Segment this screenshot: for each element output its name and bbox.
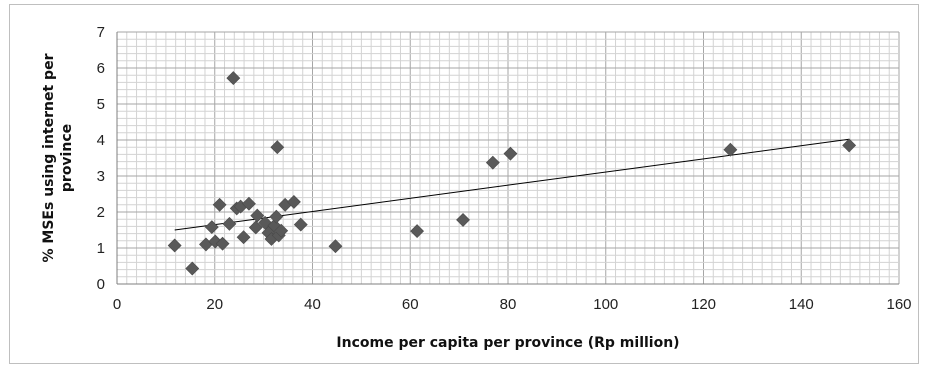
- data-point: [185, 261, 200, 276]
- y-tick-label: 3: [97, 168, 105, 185]
- x-tick-label: 140: [789, 296, 814, 313]
- y-tick-label: 0: [97, 276, 105, 293]
- data-point: [723, 142, 738, 157]
- data-point: [236, 230, 251, 245]
- y-tick-label: 7: [97, 24, 105, 41]
- data-point: [287, 194, 301, 209]
- y-tick-labels: 0 1 2 3 4 5 6 7: [97, 24, 105, 293]
- data-point: [226, 71, 241, 86]
- x-tick-label: 120: [691, 296, 716, 313]
- data-point: [270, 140, 285, 155]
- data-point: [212, 197, 227, 212]
- x-tick-label: 160: [886, 296, 911, 313]
- x-tick-label: 40: [304, 296, 321, 313]
- data-point: [410, 224, 425, 239]
- data-point: [485, 155, 500, 170]
- chart-frame: [9, 4, 919, 364]
- data-point: [456, 212, 470, 227]
- data-point: [293, 217, 308, 232]
- trendline: [174, 138, 850, 231]
- x-axis-title: Income per capita per province (Rp milli…: [336, 335, 679, 351]
- x-tick-label: 60: [402, 296, 419, 313]
- x-tick-labels: 0 20 40 60 80 100 120 140 160: [113, 296, 912, 313]
- y-tick-label: 4: [97, 132, 105, 149]
- axes: [116, 32, 899, 285]
- trendline-group: [174, 138, 850, 231]
- y-tick-label: 6: [97, 60, 105, 77]
- x-tick-label: 20: [206, 296, 223, 313]
- y-tick-label: 5: [97, 96, 105, 113]
- data-point: [167, 238, 182, 253]
- data-point: [503, 146, 518, 161]
- data-point: [274, 223, 289, 238]
- data-point: [215, 236, 230, 251]
- data-point: [250, 208, 265, 223]
- data-point: [222, 216, 237, 231]
- x-tick-label: 100: [593, 296, 618, 313]
- x-tick-label: 80: [500, 296, 517, 313]
- data-point: [842, 138, 857, 153]
- data-point: [248, 220, 263, 235]
- data-point: [242, 196, 256, 211]
- data-points: [167, 71, 857, 276]
- y-tick-label: 2: [97, 204, 105, 221]
- data-point: [204, 220, 219, 235]
- y-axis-title: % MSEs using internet per province: [41, 53, 75, 262]
- gridlines: [116, 31, 900, 285]
- x-tick-label: 0: [113, 296, 121, 313]
- data-point: [269, 209, 284, 224]
- data-point: [328, 239, 343, 254]
- y-tick-label: 1: [97, 240, 105, 257]
